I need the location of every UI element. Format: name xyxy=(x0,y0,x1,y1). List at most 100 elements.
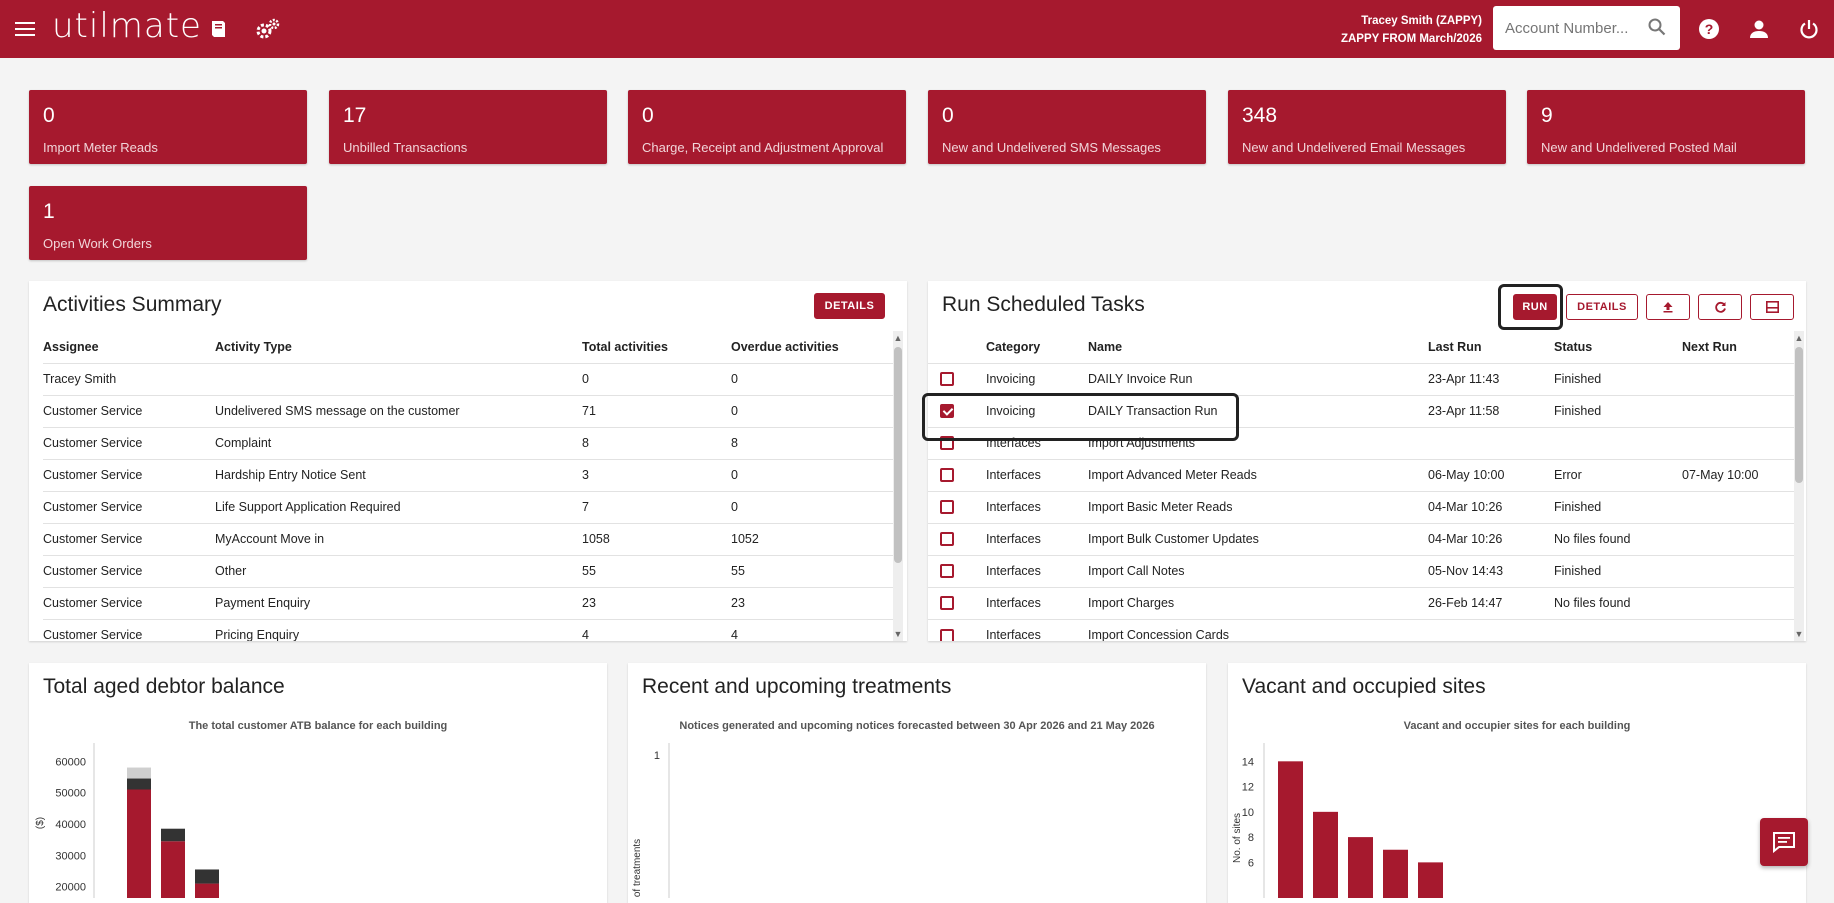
table-cell: Customer Service xyxy=(43,554,215,587)
select-cell xyxy=(928,490,986,523)
gears-icon[interactable] xyxy=(253,14,283,44)
table-row[interactable]: Interfaces Import Advanced Meter Reads 06-… xyxy=(928,458,1794,491)
select-cell xyxy=(928,426,986,459)
column-header[interactable]: Status xyxy=(1554,339,1593,354)
tile-open-work-orders[interactable]: 1 Open Work Orders xyxy=(29,186,307,260)
table-row[interactable]: Interfaces Import Basic Meter Reads 04-Mar… xyxy=(928,490,1794,523)
row-checkbox[interactable] xyxy=(940,564,954,579)
tile-import-meter-reads[interactable]: 0 Import Meter Reads xyxy=(29,90,307,164)
row-checkbox[interactable] xyxy=(940,468,954,483)
table-cell xyxy=(1554,618,1682,641)
table-row[interactable]: Customer Service Pricing Enquiry 4 4 xyxy=(43,618,893,641)
row-checkbox[interactable] xyxy=(940,500,954,515)
menu-icon[interactable] xyxy=(10,14,40,44)
app-logo[interactable]: utilmate xyxy=(52,6,202,46)
scroll-up-icon[interactable]: ▲ xyxy=(1794,333,1804,343)
table-row[interactable]: Customer Service Life Support Application… xyxy=(43,490,893,523)
bar xyxy=(1313,811,1338,898)
row-checkbox[interactable] xyxy=(940,532,954,547)
tile-email-messages[interactable]: 348 New and Undelivered Email Messages xyxy=(1228,90,1506,164)
tile-unbilled-transactions[interactable]: 17 Unbilled Transactions xyxy=(329,90,607,164)
user-icon[interactable] xyxy=(1744,14,1774,44)
aged-debtor-chart-panel: Total aged debtor balance The total cust… xyxy=(29,663,607,903)
table-row[interactable]: Interfaces Import Call Notes 05-Nov 14:43 F… xyxy=(928,554,1794,587)
table-cell: Finished xyxy=(1554,554,1682,587)
tile-value: 0 xyxy=(43,104,55,127)
scroll-up-icon[interactable]: ▲ xyxy=(893,333,903,343)
table-row[interactable]: Interfaces Import Charges 26-Feb 14:47 No f… xyxy=(928,586,1794,619)
upload-button[interactable] xyxy=(1646,294,1690,320)
row-checkbox[interactable] xyxy=(940,596,954,611)
row-checkbox[interactable] xyxy=(940,628,954,641)
table-cell: 0 xyxy=(731,458,893,491)
treatments-chart-panel: Recent and upcoming treatments Notices g… xyxy=(628,663,1206,903)
column-header[interactable]: Category xyxy=(986,339,1041,354)
column-header[interactable]: Next Run xyxy=(1682,339,1737,354)
y-tick-label: 50000 xyxy=(55,788,86,800)
table-cell: 4 xyxy=(582,618,731,641)
power-icon[interactable] xyxy=(1794,14,1824,44)
y-tick-label: 20000 xyxy=(55,882,86,894)
scroll-thumb[interactable] xyxy=(1795,347,1803,483)
table-row[interactable]: Customer Service Complaint 8 8 xyxy=(43,426,893,459)
table-cell: Import Advanced Meter Reads xyxy=(1088,458,1428,491)
table-row[interactable]: Interfaces Import Concession Cards xyxy=(928,618,1794,641)
column-header[interactable]: Name xyxy=(1088,339,1123,354)
column-header[interactable]: Last Run xyxy=(1428,339,1482,354)
table-row[interactable]: Customer Service MyAccount Move in 1058 105… xyxy=(43,522,893,555)
table-row[interactable]: Customer Service Payment Enquiry 23 23 xyxy=(43,586,893,619)
table-row[interactable]: Invoicing DAILY Invoice Run 23-Apr 11:43 Fi… xyxy=(928,362,1794,395)
table-row[interactable]: Interfaces Import Bulk Customer Updates 04… xyxy=(928,522,1794,555)
table-cell: 3 xyxy=(582,458,731,491)
table-header-row: Assignee Activity Type Total activities … xyxy=(43,331,893,363)
table-cell: Import Call Notes xyxy=(1088,554,1428,587)
tile-value: 0 xyxy=(642,104,654,127)
refresh-button[interactable] xyxy=(1698,294,1742,320)
table-cell: MyAccount Move in xyxy=(215,522,582,555)
column-header[interactable]: Assignee xyxy=(43,339,99,354)
row-checkbox[interactable] xyxy=(940,404,954,419)
tile-charge-approval[interactable]: 0 Charge, Receipt and Adjustment Approva… xyxy=(628,90,906,164)
account-search-input[interactable] xyxy=(1505,16,1645,40)
table-cell xyxy=(1682,362,1794,395)
tasks-scrollbar[interactable]: ▲ ▼ xyxy=(1794,331,1804,641)
book-icon[interactable] xyxy=(203,14,233,44)
tile-sms-messages[interactable]: 0 New and Undelivered SMS Messages xyxy=(928,90,1206,164)
scroll-down-icon[interactable]: ▼ xyxy=(893,629,903,639)
activities-scrollbar[interactable]: ▲ ▼ xyxy=(893,331,903,641)
table-cell: Pricing Enquiry xyxy=(215,618,582,641)
run-button[interactable]: RUN xyxy=(1513,294,1557,320)
table-cell xyxy=(1682,490,1794,523)
table-row[interactable]: Customer Service Undelivered SMS message … xyxy=(43,394,893,427)
column-header[interactable]: Activity Type xyxy=(215,339,292,354)
table-cell: Error xyxy=(1554,458,1682,491)
panel-title: Run Scheduled Tasks xyxy=(942,293,1145,316)
table-cell xyxy=(1682,522,1794,555)
table-row[interactable]: Interfaces Import Adjustments xyxy=(928,426,1794,459)
search-icon[interactable] xyxy=(1648,18,1668,38)
tile-posted-mail[interactable]: 9 New and Undelivered Posted Mail xyxy=(1527,90,1805,164)
table-cell: 04-Mar 10:26 xyxy=(1428,522,1554,555)
activities-table-wrap: Assignee Activity Type Total activities … xyxy=(43,331,893,641)
table-row[interactable]: Invoicing DAILY Transaction Run 23-Apr 11:… xyxy=(928,394,1794,427)
activities-details-button[interactable]: DETAILS xyxy=(814,293,885,319)
view-toggle-button[interactable] xyxy=(1750,294,1794,320)
tasks-table: Category Name Last Run Status Next Run I… xyxy=(928,331,1794,641)
table-cell: 55 xyxy=(582,554,731,587)
column-header[interactable]: Overdue activities xyxy=(731,339,839,354)
row-checkbox[interactable] xyxy=(940,372,954,387)
tasks-details-button[interactable]: DETAILS xyxy=(1566,294,1638,320)
y-tick-label: 8 xyxy=(1248,832,1254,844)
column-header[interactable]: Total activities xyxy=(582,339,668,354)
scroll-thumb[interactable] xyxy=(894,347,902,563)
upload-icon xyxy=(1663,302,1673,313)
select-cell xyxy=(928,554,986,587)
help-icon[interactable]: ? xyxy=(1694,14,1724,44)
chat-button[interactable] xyxy=(1760,818,1808,866)
table-row[interactable]: Tracey Smith 0 0 xyxy=(43,362,893,395)
tile-label: Unbilled Transactions xyxy=(343,140,468,155)
table-row[interactable]: Customer Service Hardship Entry Notice Se… xyxy=(43,458,893,491)
select-cell xyxy=(928,458,986,491)
scroll-down-icon[interactable]: ▼ xyxy=(1794,629,1804,639)
table-row[interactable]: Customer Service Other 55 55 xyxy=(43,554,893,587)
